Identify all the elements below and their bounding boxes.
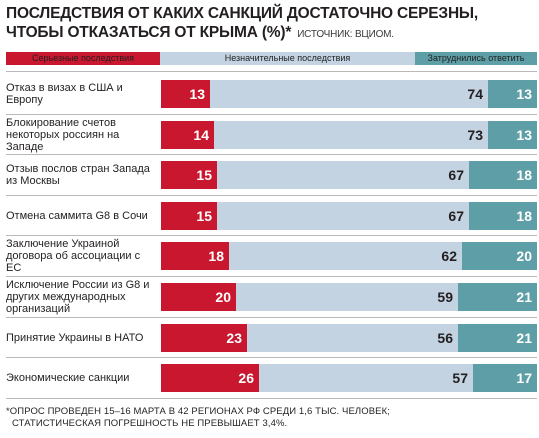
- bar-minor: 74: [210, 80, 488, 108]
- data-label: 15: [196, 207, 212, 224]
- stacked-bar: 14 73 13: [161, 120, 537, 149]
- chart-row: Исключение России из G8 и других междуна…: [0, 277, 539, 317]
- bar-unsure: 18: [469, 201, 537, 230]
- chart-row: Отзыв послов стран Запада из Москвы 15 67 1…: [0, 155, 539, 195]
- category-label: Отказ в визах в США и Европу: [6, 82, 123, 106]
- data-label: 23: [226, 329, 242, 346]
- row-divider: [6, 397, 537, 399]
- legend: Серьезные последствия Незначительные пос…: [6, 52, 537, 65]
- data-label: 73: [467, 126, 483, 143]
- data-label: 26: [238, 370, 254, 387]
- data-label: 21: [516, 289, 532, 305]
- bar-unsure: 21: [458, 323, 537, 352]
- category-label: Отзыв послов стран Запада из Москвы: [6, 163, 150, 188]
- row-divider: [6, 357, 537, 359]
- data-label: 56: [437, 329, 453, 346]
- category-label: Отмена саммита G8 в Сочи: [6, 209, 148, 222]
- bar-unsure: 13: [488, 120, 537, 149]
- bar-minor: 59: [236, 283, 458, 311]
- legend-item-serious: Серьезные последствия: [6, 52, 160, 65]
- category-label: Исключение России из G8 и других междуна…: [6, 279, 150, 315]
- bar-serious: 18: [161, 242, 229, 271]
- bar-serious: 13: [161, 80, 210, 108]
- chart-row: Принятие Украины в НАТО 23 56 21: [0, 318, 539, 358]
- bar-serious: 15: [161, 161, 217, 190]
- data-label: 13: [516, 86, 532, 102]
- data-label: 17: [516, 370, 532, 387]
- data-label: 67: [448, 167, 464, 184]
- chart-row: Блокирование счетов некоторых россиян на…: [0, 115, 539, 155]
- bar-serious: 14: [161, 120, 214, 149]
- stacked-bar: 13 74 13: [161, 80, 537, 108]
- chart-title-line-2: ЧТОБЫ ОТКАЗАТЬСЯ ОТ КРЫМА (%)* ИСТОЧНИК: …: [6, 23, 536, 44]
- data-label: 62: [441, 248, 457, 265]
- legend-item-minor: Незначительные последствия: [160, 52, 415, 65]
- bar-unsure: 18: [469, 161, 537, 190]
- category-label: Принятие Украины в НАТО: [6, 331, 144, 344]
- bar-minor: 57: [259, 364, 473, 393]
- data-label: 18: [208, 248, 224, 265]
- chart-row: Отмена саммита G8 в Сочи 15 67 18: [0, 196, 539, 236]
- bar-minor: 67: [217, 201, 469, 230]
- legend-swatch-serious: [6, 52, 160, 65]
- row-divider: [6, 194, 537, 196]
- row-divider: [6, 154, 537, 156]
- bar-minor: 56: [247, 323, 458, 352]
- data-label: 57: [452, 370, 468, 387]
- chart-row: Отказ в визах в США и Европу 13 74 13: [0, 74, 539, 114]
- bar-serious: 15: [161, 201, 217, 230]
- stacked-bar: 23 56 21: [161, 323, 537, 352]
- stacked-bar: 18 62 20: [161, 242, 537, 271]
- data-label: 13: [189, 86, 205, 102]
- legend-label-minor: Незначительные последствия: [224, 53, 351, 63]
- data-label: 20: [215, 289, 231, 305]
- data-label: 21: [516, 329, 532, 346]
- bar-serious: 20: [161, 283, 236, 311]
- source-note: ИСТОЧНИК: ВЦИОМ.: [297, 29, 394, 40]
- footnote-line-2: СТАТИСТИЧЕСКАЯ ПОГРЕШНОСТЬ НЕ ПРЕВЫШАЕТ …: [12, 418, 288, 429]
- footnote: *ОПРОС ПРОВЕДЕН 15–16 МАРТА В 42 РЕГИОНА…: [6, 406, 536, 430]
- legend-swatch-minor: [160, 52, 415, 65]
- chart-row: Экономические санкции 26 57 17: [0, 358, 539, 398]
- data-label: 13: [516, 126, 532, 143]
- legend-label-unsure: Затруднились ответить: [427, 53, 525, 63]
- category-label: Блокирование счетов некоторых россиян на…: [6, 116, 120, 153]
- category-label: Экономические санкции: [6, 372, 130, 385]
- bar-minor: 67: [217, 161, 469, 190]
- data-label: 14: [193, 126, 209, 143]
- row-divider: [6, 276, 537, 277]
- legend-item-unsure: Затруднились ответить: [415, 52, 537, 65]
- data-label: 18: [516, 167, 532, 184]
- data-label: 18: [516, 207, 532, 224]
- chart-title-line-2-text: ЧТОБЫ ОТКАЗАТЬСЯ ОТ КРЫМА (%)*: [6, 24, 292, 41]
- stacked-bar: 20 59 21: [161, 283, 537, 311]
- stacked-bar: 15 67 18: [161, 161, 537, 190]
- legend-swatch-unsure: [415, 52, 537, 65]
- chart-title-line-1: ПОСЛЕДСТВИЯ ОТ КАКИХ САНКЦИЙ ДОСТАТОЧНО …: [6, 5, 479, 22]
- footnote-line-1: *ОПРОС ПРОВЕДЕН 15–16 МАРТА В 42 РЕГИОНА…: [6, 406, 390, 417]
- legend-label-serious: Серьезные последствия: [31, 53, 135, 63]
- bar-unsure: 13: [488, 80, 537, 108]
- bar-minor: 62: [229, 242, 462, 271]
- row-divider: [6, 113, 537, 115]
- bar-serious: 26: [161, 364, 259, 393]
- row-divider: [6, 71, 537, 72]
- data-label: 15: [196, 167, 212, 184]
- bar-minor: 73: [214, 120, 488, 149]
- data-label: 20: [516, 248, 532, 265]
- stacked-bar: 15 67 18: [161, 201, 537, 230]
- data-label: 74: [467, 86, 483, 102]
- category-label: Заключение Украиной договора об ассоциац…: [6, 238, 141, 275]
- chart-title: ПОСЛЕДСТВИЯ ОТ КАКИХ САНКЦИЙ ДОСТАТОЧНО …: [6, 4, 536, 44]
- bar-serious: 23: [161, 323, 247, 352]
- chart-row: Заключение Украиной договора об ассоциац…: [0, 236, 539, 276]
- bar-unsure: 21: [458, 283, 537, 311]
- data-label: 67: [448, 207, 464, 224]
- row-divider: [6, 316, 537, 318]
- bar-unsure: 17: [473, 364, 537, 393]
- stacked-bar: 26 57 17: [161, 364, 537, 393]
- data-label: 59: [437, 289, 453, 305]
- row-divider: [6, 235, 537, 237]
- bar-unsure: 20: [462, 242, 537, 271]
